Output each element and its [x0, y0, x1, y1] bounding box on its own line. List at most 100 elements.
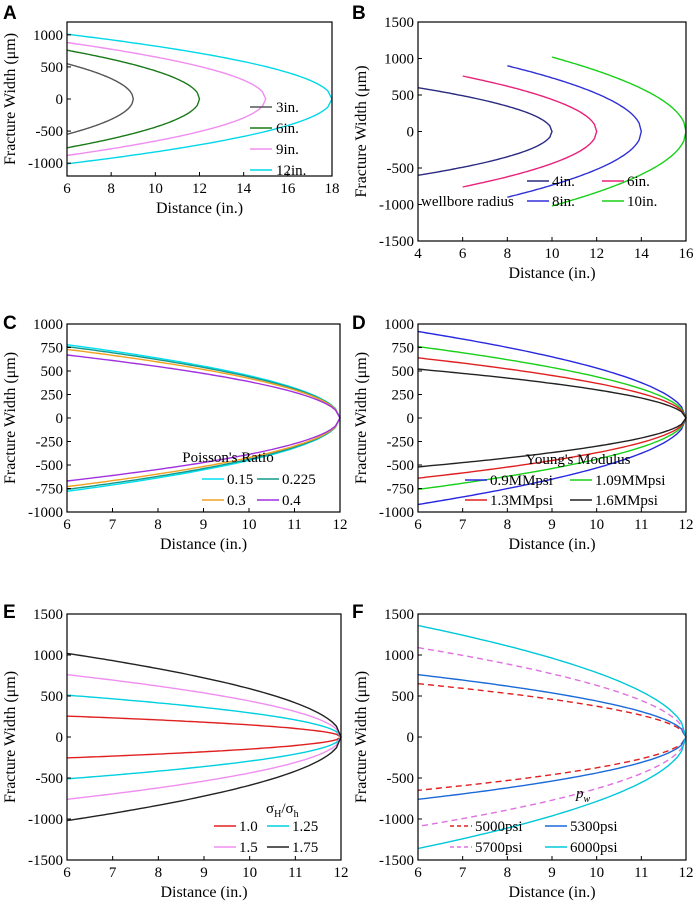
y-tick-label: 0	[56, 411, 64, 427]
series-curve-4in.	[417, 87, 553, 176]
y-tick-label: -750	[387, 482, 415, 498]
x-tick-label: 6	[63, 181, 71, 197]
legend-label: 3in.	[276, 100, 299, 116]
x-tick-label: 16	[280, 181, 296, 197]
panel-e: E 6 7 8 9 10 11 12 -1500 -1000 -500 0 500 1000 1500 Dis…	[2, 602, 349, 901]
x-tick-label: 10	[589, 517, 604, 533]
y-tick-label: 0	[56, 730, 64, 746]
y-axis-title: Fracture Width (μm)	[353, 352, 370, 484]
x-tick-label: 14	[634, 246, 650, 262]
series-curve-3in.	[66, 63, 135, 135]
x-axis-title: Distance (in.)	[508, 265, 595, 282]
legend-label: 0.9MMpsi	[490, 473, 553, 489]
x-tick-label: 4	[414, 246, 422, 262]
x-tick-label: 10	[545, 246, 560, 262]
y-axis-title: Fracture Width (μm)	[353, 671, 370, 803]
x-tick-label: 9	[548, 517, 556, 533]
y-tick-label: 500	[392, 364, 415, 380]
y-tick-label: 1000	[384, 317, 414, 333]
x-tick-label: 18	[325, 181, 340, 197]
x-tick-label: 10	[242, 517, 257, 533]
legend-label: 1.09MMpsi	[595, 473, 665, 489]
y-tick-label: 250	[392, 388, 415, 404]
y-tick-label: -1500	[379, 234, 414, 250]
series-curve-8in.	[507, 65, 643, 198]
y-tick-label: -1000	[379, 505, 414, 521]
panel-label: F	[352, 602, 364, 623]
series-curve-5000psi	[417, 683, 687, 791]
legend-label: 1.3MMpsi	[490, 493, 553, 509]
x-tick-label: 9	[548, 865, 556, 881]
series-curve-6in.	[66, 49, 201, 149]
x-tick-label: 12	[333, 517, 348, 533]
y-tick-label: 500	[41, 689, 64, 705]
x-tick-label: 8	[504, 246, 512, 262]
panel-label: E	[3, 602, 16, 623]
x-tick-label: 7	[109, 865, 117, 881]
panel-f: F 6 7 8 9 10 11 12 -1500 -1000 -500 0 500 1000 1500 Dis…	[352, 602, 694, 901]
panel-label: A	[3, 3, 17, 24]
legend-label: 1.0	[239, 819, 258, 835]
y-tick-label: 250	[41, 388, 64, 404]
x-axis-title: Distance (in.)	[160, 536, 247, 553]
series-curve-9in.	[66, 41, 267, 157]
y-tick-label: 1000	[33, 648, 63, 664]
x-tick-label: 12	[192, 181, 207, 197]
x-tick-label: 8	[154, 517, 162, 533]
legend-label: 0.15	[227, 472, 253, 488]
panel-label: B	[352, 3, 366, 24]
x-tick-label: 7	[459, 865, 467, 881]
y-tick-label: 500	[41, 60, 64, 76]
panel-c: C 6 7 8 9 10 11 12 -1000 -750 -500 -250 0 250 500 750 10…	[2, 313, 348, 553]
y-axis-title: Fracture Width (μm)	[2, 352, 19, 484]
legend-title: Young's Modulus	[526, 452, 631, 468]
y-axis-title: Fracture Width (μm)	[2, 671, 19, 803]
x-tick-label: 12	[589, 246, 604, 262]
y-tick-label: 1000	[384, 648, 414, 664]
series-curve-5700psi	[417, 646, 687, 828]
x-tick-label: 6	[414, 517, 422, 533]
x-tick-label: 11	[634, 517, 648, 533]
y-tick-label: -1000	[379, 198, 414, 214]
x-tick-label: 12	[334, 865, 349, 881]
series-curve-1.5	[66, 674, 342, 800]
series-curve-1.75	[66, 652, 342, 822]
x-tick-label: 6	[414, 865, 422, 881]
panel-b: B 4 6 8 10 12 14 16 -1500 -1000 -500 0 500 1000 1500 Di…	[352, 3, 694, 282]
panel-label: C	[3, 313, 17, 334]
series-curve-1.25	[66, 694, 342, 780]
series-curve-0.225	[66, 345, 341, 491]
plot-frame	[417, 613, 687, 861]
y-tick-label: 500	[41, 364, 64, 380]
y-tick-label: -1000	[28, 156, 63, 172]
x-tick-label: 9	[200, 865, 208, 881]
y-tick-label: -1500	[28, 853, 63, 869]
x-tick-label: 11	[634, 865, 648, 881]
legend-title: pw	[575, 786, 591, 805]
x-tick-label: 8	[155, 865, 163, 881]
y-tick-label: -500	[36, 458, 64, 474]
legend-label: 5000psi	[475, 819, 523, 835]
x-axis-title: Distance (in.)	[156, 200, 243, 217]
legend-label: 10in.	[627, 194, 657, 210]
legend-label: 5700psi	[475, 840, 523, 856]
legend-label: 12in.	[276, 163, 306, 179]
legend-label: 6000psi	[570, 840, 618, 856]
x-tick-label: 12	[679, 865, 694, 881]
y-tick-label: -500	[387, 161, 415, 177]
legend-title: Poisson's Ratio	[182, 450, 273, 466]
series-curve-0.15	[66, 344, 341, 492]
panel-a: A 6 8 10 12 14 16 18 -1000 -500 0 500 1000 Distance (…	[2, 3, 340, 217]
y-tick-label: -1500	[379, 853, 414, 869]
panel-d: D 6 7 8 9 10 11 12 -1000 -750 -500 -250 0 250 500 750 10…	[352, 313, 694, 553]
x-tick-label: 7	[109, 517, 117, 533]
series-curve-6in.	[462, 75, 598, 188]
x-tick-label: 11	[287, 517, 301, 533]
x-tick-label: 7	[459, 517, 467, 533]
x-tick-label: 8	[107, 181, 115, 197]
y-tick-label: -750	[36, 482, 64, 498]
y-tick-label: -1000	[379, 812, 414, 828]
y-tick-label: 750	[41, 341, 64, 357]
legend-label: 5300psi	[570, 819, 618, 835]
